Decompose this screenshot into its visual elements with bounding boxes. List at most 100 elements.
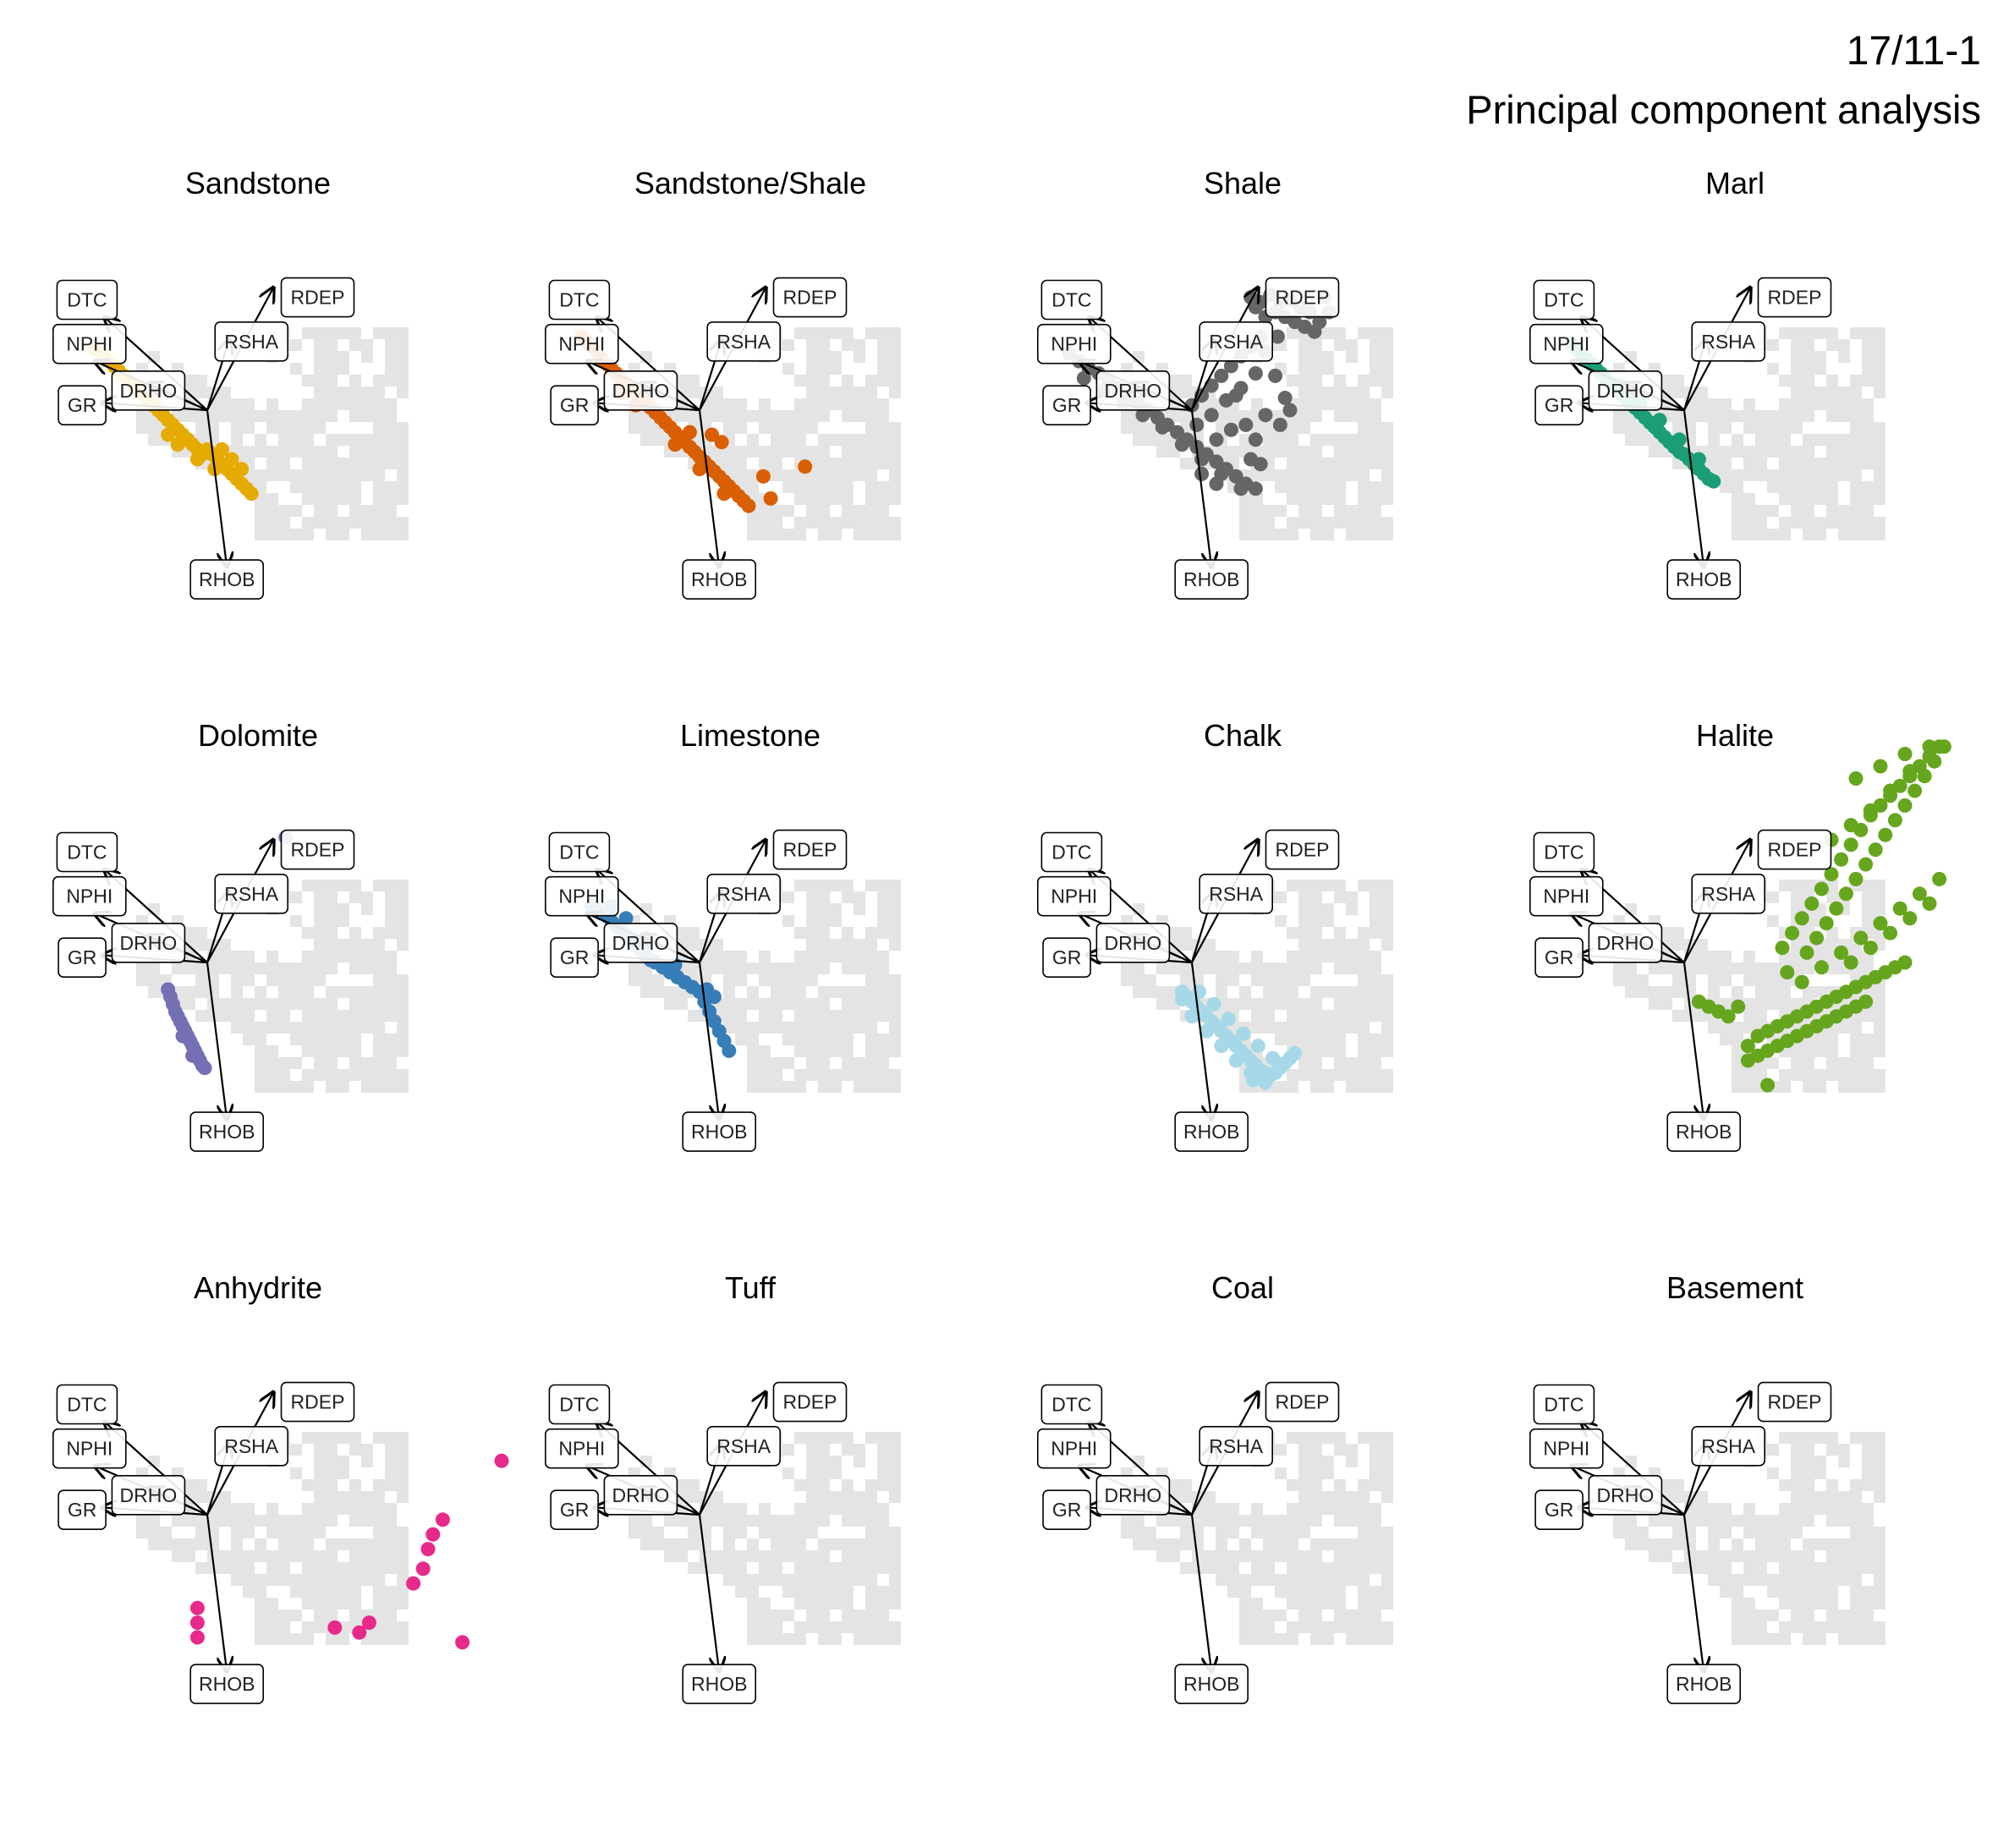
density-cell [255, 1034, 266, 1045]
density-cell [842, 880, 854, 891]
density-cell [1370, 351, 1381, 363]
density-cell [1862, 1503, 1874, 1515]
density-cell [1767, 339, 1779, 351]
loading-label-box [1042, 385, 1091, 426]
density-cell [302, 1034, 314, 1045]
density-cell [1826, 493, 1838, 505]
density-cell [830, 1574, 842, 1586]
density-cell [1862, 1621, 1874, 1633]
density-cell [1803, 493, 1814, 505]
density-cell [842, 505, 854, 517]
density-cell [794, 1022, 806, 1034]
loading-label: DRHO [603, 370, 678, 411]
density-cell [1743, 469, 1755, 481]
density-cell [877, 1538, 889, 1550]
density-cell [385, 962, 397, 974]
density-cell [794, 327, 806, 339]
density-cell [652, 974, 664, 986]
density-cell [314, 1527, 326, 1538]
density-cell [1791, 387, 1803, 398]
density-cell [326, 1081, 338, 1093]
density-cell [1275, 1034, 1287, 1045]
density-cell [314, 505, 326, 517]
density-cell [1358, 517, 1370, 529]
density-cell [1227, 974, 1239, 986]
density-cell [1767, 481, 1779, 493]
facet-panel: Tuff DTC NPHI GR DRHO RSHA RDEP RHOB [505, 1105, 996, 1704]
density-cell [830, 915, 842, 927]
density-cell [842, 1022, 854, 1034]
density-cell [1298, 1034, 1310, 1045]
density-cell [818, 915, 830, 927]
density-cell [1298, 351, 1310, 363]
density-cell [1850, 398, 1862, 410]
density-cell [1216, 986, 1227, 998]
density-cell [1779, 481, 1791, 493]
density-cell [266, 469, 278, 481]
density-cell [172, 1550, 184, 1562]
density-cell [1625, 962, 1637, 974]
density-cell [1803, 327, 1814, 339]
density-cell [397, 1444, 409, 1456]
density-cell [877, 327, 889, 339]
density-cell [1814, 1633, 1826, 1645]
loading-label-box [1199, 873, 1273, 914]
loading-label: DTC [1040, 279, 1103, 321]
density-cell [1322, 493, 1334, 505]
density-cell [1251, 1621, 1263, 1633]
density-cell [1850, 1045, 1862, 1057]
density-cell [1381, 915, 1393, 927]
density-cell [759, 517, 771, 529]
density-cell [782, 1081, 794, 1093]
density-cell [889, 1432, 901, 1444]
density-cell [1862, 1538, 1874, 1550]
density-cell [818, 1609, 830, 1621]
density-cell [1874, 1432, 1885, 1444]
density-cell [1732, 529, 1743, 540]
density-cell [1874, 998, 1885, 1010]
density-cell [1287, 434, 1298, 446]
density-cell [818, 1081, 830, 1093]
density-cell [302, 1515, 314, 1527]
density-cell [806, 1598, 818, 1609]
density-cell [1370, 1503, 1381, 1515]
density-cell [1334, 505, 1346, 517]
density-cell [1287, 469, 1298, 481]
density-cell [326, 1467, 338, 1479]
density-cell [806, 410, 818, 422]
loading-label-text: RHOB [1183, 1121, 1239, 1143]
density-cell [1287, 375, 1298, 387]
density-cell [1862, 398, 1874, 410]
density-cell [349, 951, 361, 962]
density-cell [747, 986, 759, 998]
density-cell [338, 398, 349, 410]
score-point [214, 441, 229, 457]
density-cell [385, 375, 397, 387]
density-cell [688, 1515, 700, 1527]
density-cell [877, 1467, 889, 1479]
density-cell [184, 387, 195, 398]
density-cell [290, 505, 302, 517]
density-cell [1239, 505, 1251, 517]
score-point [1897, 955, 1913, 970]
density-cell [278, 517, 290, 529]
loading-label-box [214, 873, 288, 914]
density-cell [1862, 517, 1874, 529]
density-cell [1803, 446, 1814, 458]
loading-label-box [682, 1111, 756, 1152]
density-cell [1381, 1069, 1393, 1081]
facet-panel: Limestone DTC NPHI GR DRHO RSHA RDEP RHOB [505, 552, 996, 1152]
density-cell [1838, 339, 1850, 351]
density-cell [148, 962, 160, 974]
density-cell [1310, 375, 1322, 387]
density-cell [854, 398, 865, 410]
loading-label-text: RDEP [291, 1391, 345, 1413]
density-cell [1180, 1515, 1192, 1527]
density-cell [361, 939, 373, 951]
density-cell [1850, 1069, 1862, 1081]
density-cell [1298, 517, 1310, 529]
density-cell [338, 434, 349, 446]
loading-label: DRHO [1588, 922, 1663, 963]
density-cell [1826, 1562, 1838, 1574]
